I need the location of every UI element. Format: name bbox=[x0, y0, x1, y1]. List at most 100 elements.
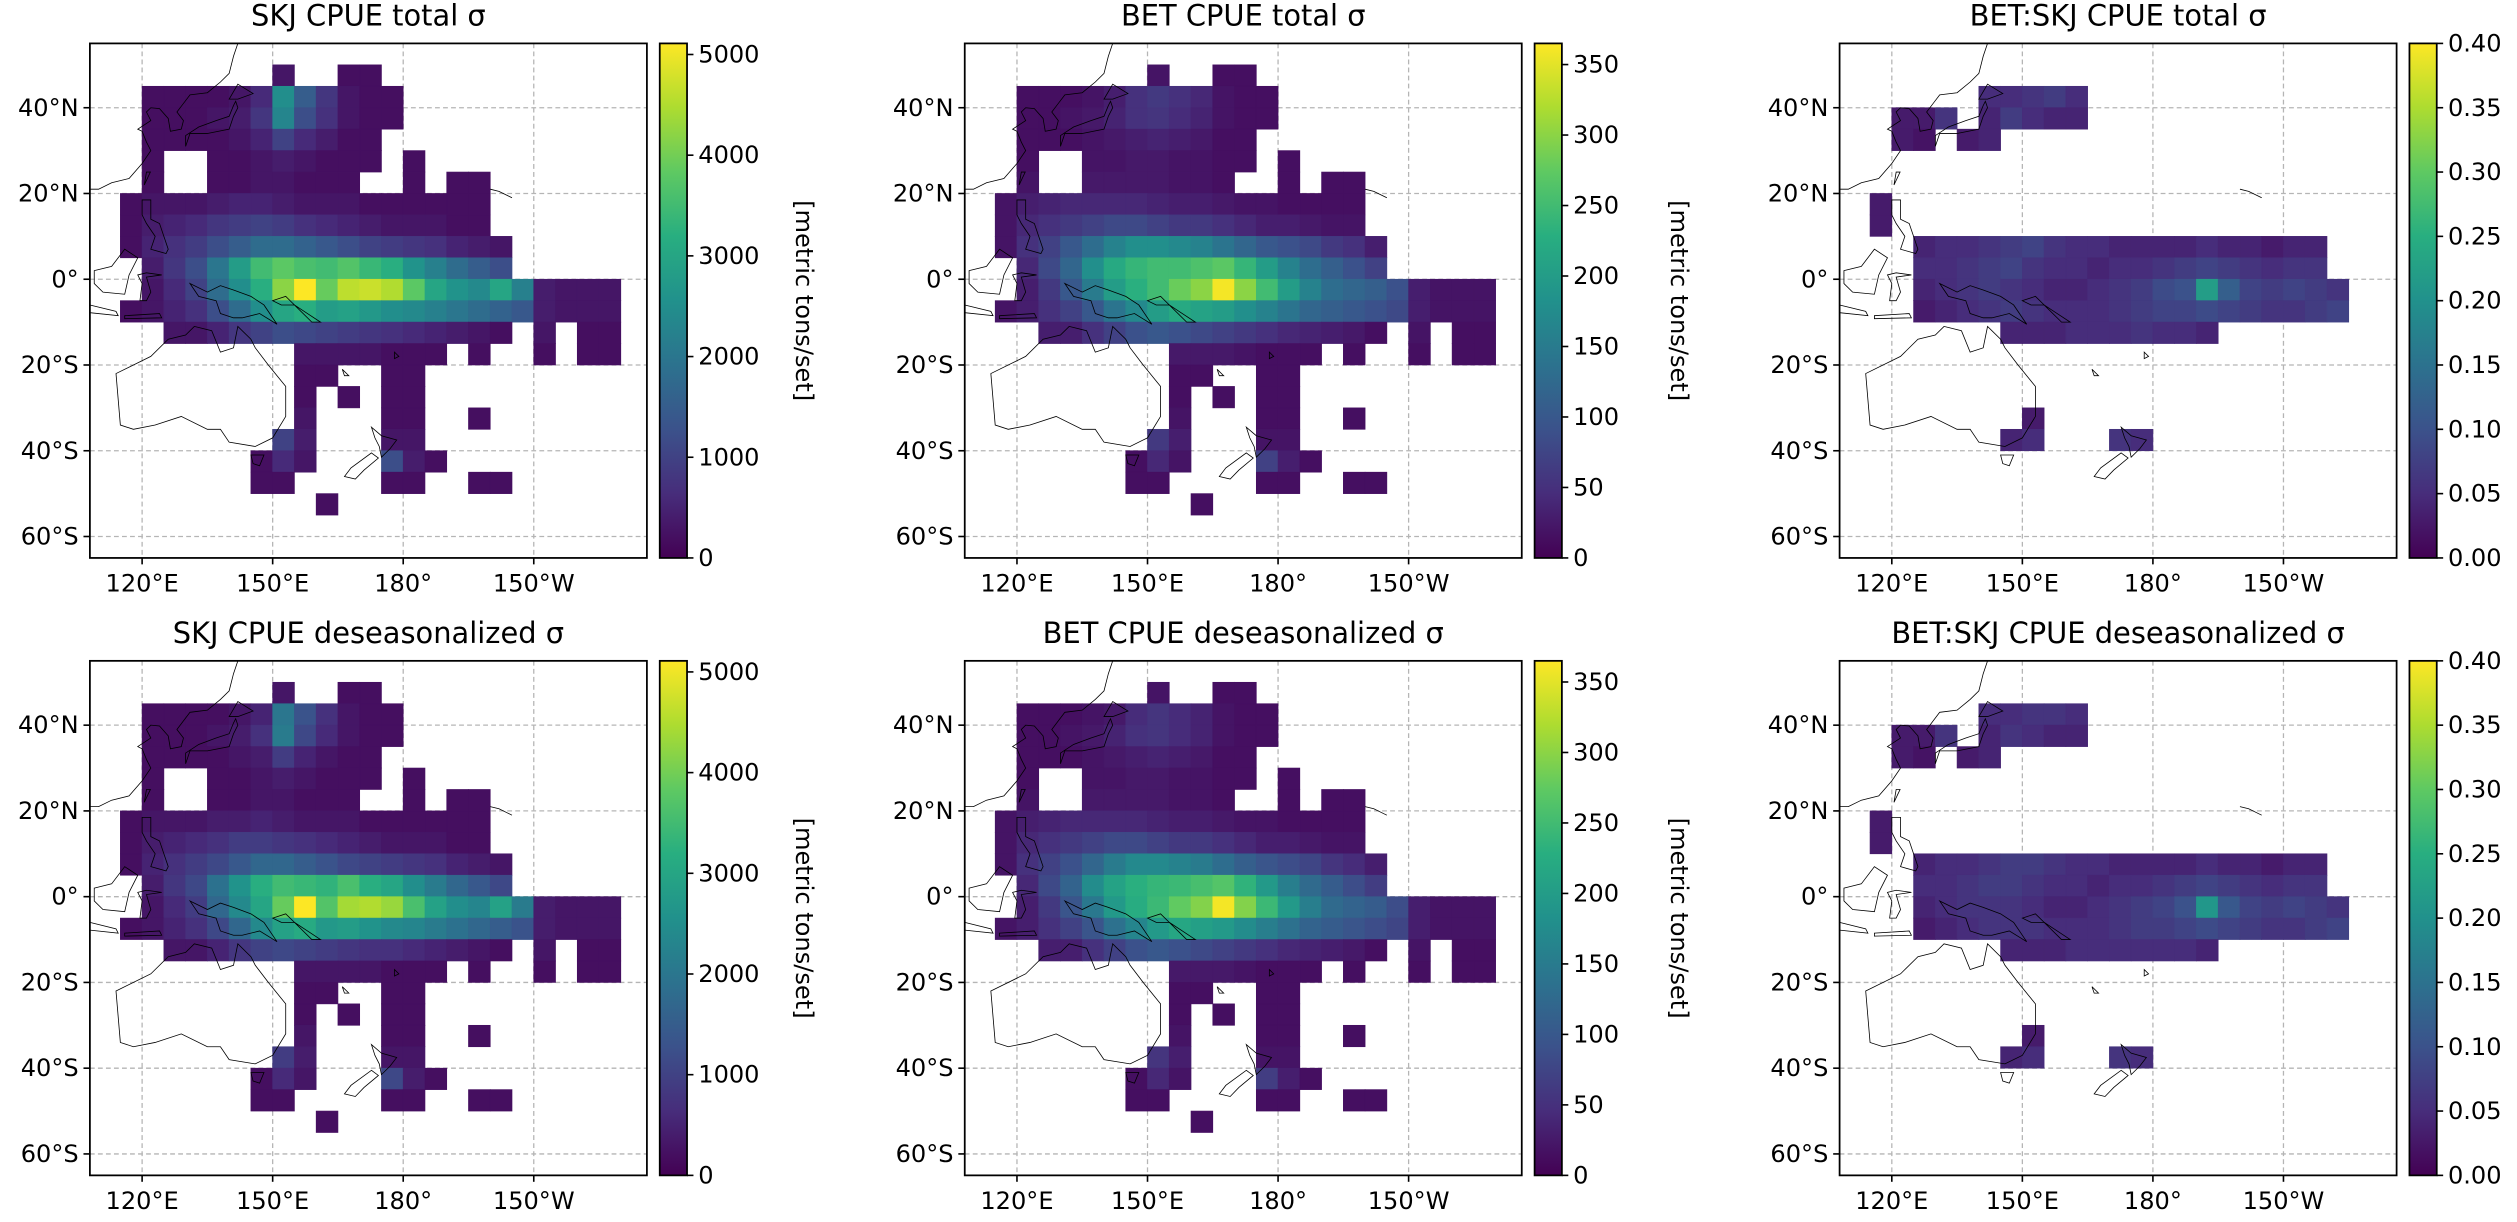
cell bbox=[294, 150, 317, 173]
cell bbox=[1060, 874, 1083, 897]
cell bbox=[359, 257, 382, 280]
cell bbox=[2261, 896, 2284, 919]
cell bbox=[1321, 236, 1344, 259]
y-tick-label: 60°S bbox=[21, 1140, 79, 1168]
cell bbox=[511, 300, 535, 323]
cell bbox=[1103, 150, 1127, 173]
cell bbox=[1081, 703, 1105, 726]
cell bbox=[250, 193, 273, 216]
cell bbox=[294, 85, 317, 109]
cell bbox=[2000, 107, 2023, 130]
cell bbox=[2326, 917, 2350, 940]
cell bbox=[2304, 278, 2328, 301]
cell bbox=[1473, 321, 1496, 344]
cell bbox=[1343, 193, 1366, 216]
y-tick-label: 60°S bbox=[896, 1140, 954, 1168]
cell bbox=[1147, 128, 1170, 151]
cell bbox=[381, 960, 404, 983]
cell bbox=[359, 193, 382, 216]
cell bbox=[2065, 107, 2088, 130]
colorbar-tick-label: 150 bbox=[1573, 950, 1619, 978]
cell bbox=[1935, 724, 1958, 747]
cell bbox=[2000, 85, 2023, 109]
cell bbox=[2109, 917, 2132, 940]
cell bbox=[402, 193, 426, 216]
cell bbox=[1234, 874, 1257, 897]
cell bbox=[2065, 939, 2088, 962]
cell bbox=[272, 767, 295, 790]
cell bbox=[381, 193, 404, 216]
cell bbox=[2109, 278, 2132, 301]
cell bbox=[1451, 343, 1475, 366]
cell bbox=[294, 257, 317, 280]
cell bbox=[1038, 874, 1061, 897]
cell bbox=[1234, 150, 1257, 173]
cell bbox=[2304, 874, 2328, 897]
cell bbox=[1343, 960, 1366, 983]
cell bbox=[1147, 853, 1170, 876]
colorbar-tick-label: 0 bbox=[1573, 1161, 1588, 1189]
cell bbox=[1168, 789, 1192, 812]
cell bbox=[1956, 236, 1980, 259]
cell bbox=[468, 896, 491, 919]
cell bbox=[1103, 810, 1127, 833]
cell bbox=[1125, 1089, 1148, 1112]
cell bbox=[294, 278, 317, 301]
cell bbox=[576, 321, 600, 344]
cell bbox=[163, 746, 186, 769]
cell bbox=[598, 321, 622, 344]
cell bbox=[489, 321, 513, 344]
x-tick-label: 150°W bbox=[2243, 1187, 2325, 1215]
axes-frame bbox=[963, 42, 1523, 559]
cell bbox=[1212, 724, 1235, 747]
cell bbox=[1125, 236, 1148, 259]
cell bbox=[228, 767, 252, 790]
cell bbox=[598, 278, 622, 301]
cell bbox=[1212, 960, 1235, 983]
cell bbox=[2152, 300, 2175, 323]
cell bbox=[250, 257, 273, 280]
cell bbox=[1212, 767, 1235, 790]
cell bbox=[1408, 300, 1431, 323]
cell bbox=[2152, 236, 2175, 259]
cell bbox=[337, 171, 361, 194]
cell bbox=[1277, 407, 1301, 430]
cell bbox=[2174, 236, 2197, 259]
cell bbox=[2043, 107, 2067, 130]
cell bbox=[1168, 960, 1192, 983]
cell bbox=[381, 107, 404, 130]
cell bbox=[228, 257, 252, 280]
cell bbox=[185, 128, 208, 151]
cell bbox=[2239, 236, 2263, 259]
cell bbox=[294, 236, 317, 259]
cell bbox=[1190, 236, 1214, 259]
cell bbox=[1060, 832, 1083, 855]
cell bbox=[294, 1067, 317, 1090]
cell bbox=[2304, 236, 2328, 259]
cell bbox=[1125, 874, 1148, 897]
cell bbox=[1234, 703, 1257, 726]
cell bbox=[1125, 278, 1148, 301]
cell bbox=[402, 917, 426, 940]
cell bbox=[1234, 853, 1257, 876]
cell bbox=[533, 896, 556, 919]
cell bbox=[1234, 257, 1257, 280]
cell bbox=[1299, 874, 1322, 897]
cell bbox=[1147, 107, 1170, 130]
cell bbox=[1038, 917, 1061, 940]
cell bbox=[1430, 278, 1453, 301]
cells bbox=[994, 64, 1496, 516]
cell bbox=[1060, 810, 1083, 833]
cell bbox=[1277, 982, 1301, 1005]
cell bbox=[1081, 300, 1105, 323]
cell bbox=[2022, 917, 2045, 940]
cell bbox=[2196, 257, 2219, 280]
cell bbox=[2022, 257, 2045, 280]
cell bbox=[2304, 257, 2328, 280]
cell bbox=[250, 278, 273, 301]
cell bbox=[2174, 300, 2197, 323]
cell bbox=[1081, 832, 1105, 855]
cell bbox=[1913, 300, 1936, 323]
cell bbox=[1125, 724, 1148, 747]
cell bbox=[185, 746, 208, 769]
